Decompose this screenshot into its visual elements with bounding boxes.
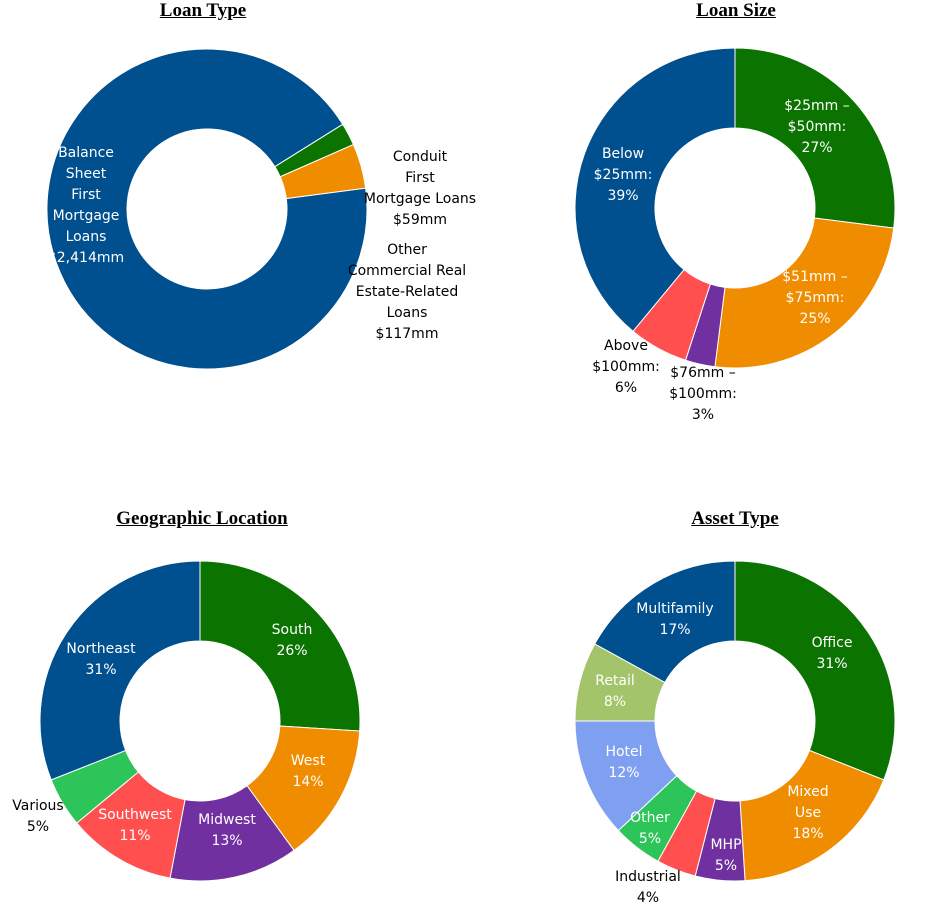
asset-type-slice-mixed-label-line: 18% [792, 826, 823, 842]
loan-size-slice-above-label-line: $100mm: [592, 359, 660, 375]
asset-type-slice-hotel-label-line: Hotel [605, 744, 642, 760]
geographic-location-slice-midwest-label: Midwest 13% [198, 812, 256, 849]
loan-type-slice-conduit-label-line: $59mm [393, 212, 447, 228]
loan-size-slice-51mm-label: $51mm – $75mm: 25% [782, 269, 847, 327]
asset-type-slice-office [734, 560, 896, 781]
loan-size-slice-above-label-line: 6% [615, 380, 637, 396]
loan-type-slice-other-label: Other Commercial Real Estate-Related Loans $… [348, 242, 466, 342]
asset-type-slice-multifamily-label-line: Multifamily [636, 601, 713, 617]
geographic-location-slice-south-label-line: South [272, 622, 313, 638]
geographic-location-slice-various-label-line: Various [12, 798, 63, 814]
loan-type-slice-other-label-line: Other [387, 242, 427, 258]
loan-type-slice-conduit-label-line: First [405, 170, 435, 186]
loan-size-title: Loan Size [696, 0, 776, 21]
loan-type-slice-other-label-line: Estate-Related [356, 284, 459, 300]
loan-type-slice-other-label-line: $117mm [376, 326, 439, 342]
loan-type-slice-balance [46, 48, 368, 370]
asset-type-slice-industrial-label: Industrial 4% [615, 869, 681, 906]
loan-size-slice-51mm-label-line: 25% [799, 311, 830, 327]
asset-type-slice-multifamily-label: Multifamily 17% [636, 601, 713, 638]
geographic-location-slice-midwest-label-line: 13% [211, 833, 242, 849]
loan-type-slice-balance-label: Balance Sheet First Mortgage Loans $2,414mm [48, 145, 124, 266]
loan-size-slice-above-label: Above $100mm: 6% [592, 338, 660, 396]
geographic-location-slice-northeast [39, 560, 201, 781]
asset-type-title: Asset Type [691, 508, 779, 529]
geographic-location-slice-southwest-label-line: Southwest [98, 807, 172, 823]
asset-type-slice-industrial-label-line: Industrial [615, 869, 681, 885]
loan-size-slice-51mm-label-line: $51mm – [782, 269, 847, 285]
asset-type-slice-other-label-line: 5% [639, 831, 661, 847]
asset-type-slice-retail-label-line: 8% [604, 694, 626, 710]
loan-size-slice-above-label-line: Above [604, 338, 648, 354]
loan-size-slice-76mm-label: $76mm – $100mm: 3% [669, 365, 737, 423]
geographic-location-slice-south [199, 560, 361, 732]
asset-type-slice-other-label-line: Other [630, 810, 670, 826]
loan-size-slice-below-label-line: $25mm: [594, 167, 653, 183]
loan-size-slice-76mm-label-line: $100mm: [669, 386, 737, 402]
asset-type-slice-hotel-label: Hotel 12% [605, 744, 642, 781]
loan-type-slice-other-label-line: Commercial Real [348, 263, 466, 279]
loan-type-slice-balance-label-line: Sheet [66, 166, 107, 182]
geographic-location-slice-west-label-line: 14% [292, 774, 323, 790]
asset-type-slice-mhp-label-line: 5% [715, 858, 737, 874]
loan-size-slice-25mm-label: $25mm – $50mm: 27% [784, 98, 849, 156]
loan-type-slice-conduit-label: Conduit First Mortgage Loans $59mm [364, 149, 476, 228]
asset-type-slice-hotel-label-line: 12% [608, 765, 639, 781]
asset-type-slice-other-label: Other 5% [630, 810, 670, 847]
asset-type-slice-mhp-label: MHP 5% [710, 837, 741, 874]
loan-size-slice-25mm [734, 47, 896, 229]
geographic-location-slice-southwest-label-line: 11% [119, 828, 150, 844]
asset-type-slice-office-label: Office 31% [812, 635, 853, 672]
geographic-location-slice-various-label: Various 5% [12, 798, 63, 835]
asset-type-slice-multifamily [594, 560, 736, 684]
loan-type-slice-balance-label-line: $2,414mm [48, 250, 124, 266]
asset-type-slice-office-label-line: 31% [816, 656, 847, 672]
geographic-location-slice-northeast-label-line: Northeast [66, 641, 136, 657]
asset-type-slice-multifamily-label-line: 17% [659, 622, 690, 638]
asset-type-slice-office-label-line: Office [812, 635, 853, 651]
geographic-location-slice-various-label-line: 5% [27, 819, 49, 835]
loan-size-slice-25mm-label-line: $50mm: [788, 119, 847, 135]
loan-size-slice-25mm-label-line: 27% [801, 140, 832, 156]
loan-type-slice-conduit-label-line: Mortgage Loans [364, 191, 476, 207]
geographic-location-slice-south-label-line: 26% [276, 643, 307, 659]
loan-size-slice-below-label-line: Below [602, 146, 644, 162]
loan-type-title: Loan Type [159, 0, 247, 21]
asset-type-slice-mixed [739, 749, 885, 882]
loan-size-slice-below-label: Below $25mm: 39% [594, 146, 653, 204]
loan-type-slice-balance-label-line: Loans [66, 229, 107, 245]
asset-type-slice-mixed-label-line: Use [795, 805, 821, 821]
loan-size-slice-51mm [714, 217, 895, 369]
loan-type-slice-balance-label-line: Balance [58, 145, 114, 161]
geographic-location-slice-midwest-label-line: Midwest [198, 812, 256, 828]
loan-type-slice-balance-label-line: First [71, 187, 101, 203]
loan-type-slice-conduit-label-line: Conduit [393, 149, 448, 165]
loan-type-slice-balance-label-line: Mortgage [53, 208, 120, 224]
loan-type-slice-other [279, 143, 367, 200]
asset-type-slice-mhp-label-line: MHP [710, 837, 741, 853]
loan-size-slice-76mm-label-line: $76mm – [670, 365, 735, 381]
loan-type-slice-other-label-line: Loans [387, 305, 428, 321]
geographic-location-slice-west-label-line: West [291, 753, 326, 769]
asset-type-slice-retail-label-line: Retail [595, 673, 635, 689]
loan-size-slice-76mm-label-line: 3% [692, 407, 714, 423]
geographic-location-title: Geographic Location [116, 508, 288, 529]
loan-size-slice-51mm-label-line: $75mm: [786, 290, 845, 306]
loan-size-slice-below-label-line: 39% [607, 188, 638, 204]
geographic-location-slice-west-label: West 14% [291, 753, 326, 790]
geographic-location-slice-south-label: South 26% [272, 622, 313, 659]
asset-type-slice-mixed-label: Mixed Use 18% [787, 784, 828, 842]
asset-type-slice-retail-label: Retail 8% [595, 673, 635, 710]
loan-size-slice-25mm-label-line: $25mm – [784, 98, 849, 114]
geographic-location-slice-northeast-label: Northeast 31% [66, 641, 136, 678]
asset-type-slice-mixed-label-line: Mixed [787, 784, 828, 800]
geographic-location-slice-northeast-label-line: 31% [85, 662, 116, 678]
geographic-location-slice-southwest-label: Southwest 11% [98, 807, 172, 844]
asset-type-slice-industrial-label-line: 4% [637, 890, 659, 906]
loan-size-slice-below [574, 47, 736, 332]
